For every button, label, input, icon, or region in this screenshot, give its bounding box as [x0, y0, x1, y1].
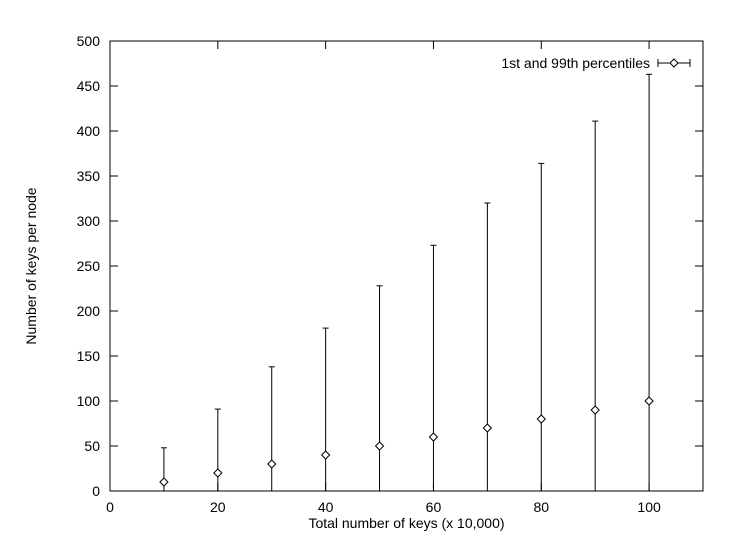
series-layer [159, 73, 654, 492]
data-point-diamond [536, 414, 546, 424]
legend-diamond-marker [669, 58, 679, 68]
x-tick-label: 100 [637, 499, 661, 515]
x-tick-label: 20 [210, 499, 226, 515]
y-tick-label: 100 [77, 393, 101, 409]
y-axis-label: Number of keys per node [23, 187, 39, 344]
data-point-diamond [374, 441, 385, 451]
y-tick-label: 0 [92, 483, 100, 499]
x-tick-label: 40 [318, 499, 334, 515]
y-tick-label: 250 [77, 258, 101, 274]
data-point-diamond [320, 450, 331, 460]
y-tick-label: 200 [77, 303, 101, 319]
data-point-diamond [428, 432, 439, 442]
data-point-diamond [159, 477, 169, 487]
legend: 1st and 99th percentiles [501, 55, 691, 71]
y-tick-label: 150 [77, 348, 101, 364]
data-point-diamond [213, 468, 223, 478]
data-point-diamond [267, 459, 277, 469]
y-tick-label: 50 [84, 438, 100, 454]
x-axis-ticks: 0 20 40 60 80 100 [106, 41, 661, 515]
data-point-diamond [644, 396, 654, 406]
x-axis-label: Total number of keys (x 10,000) [308, 515, 504, 531]
y-tick-label: 400 [77, 123, 101, 139]
y-tick-label: 300 [77, 213, 101, 229]
y-tick-label: 450 [77, 78, 101, 94]
x-tick-label: 80 [533, 499, 549, 515]
y-tick-label: 500 [77, 33, 101, 49]
data-point-diamond [482, 423, 493, 433]
data-point-diamond [590, 405, 600, 415]
y-axis-ticks: 0 50 100 150 200 250 300 350 400 450 500 [77, 33, 703, 499]
plot-frame [109, 40, 704, 492]
x-tick-label: 0 [106, 499, 114, 515]
x-tick-label: 60 [426, 499, 442, 515]
y-tick-label: 350 [77, 168, 101, 184]
legend-label: 1st and 99th percentiles [501, 55, 650, 71]
